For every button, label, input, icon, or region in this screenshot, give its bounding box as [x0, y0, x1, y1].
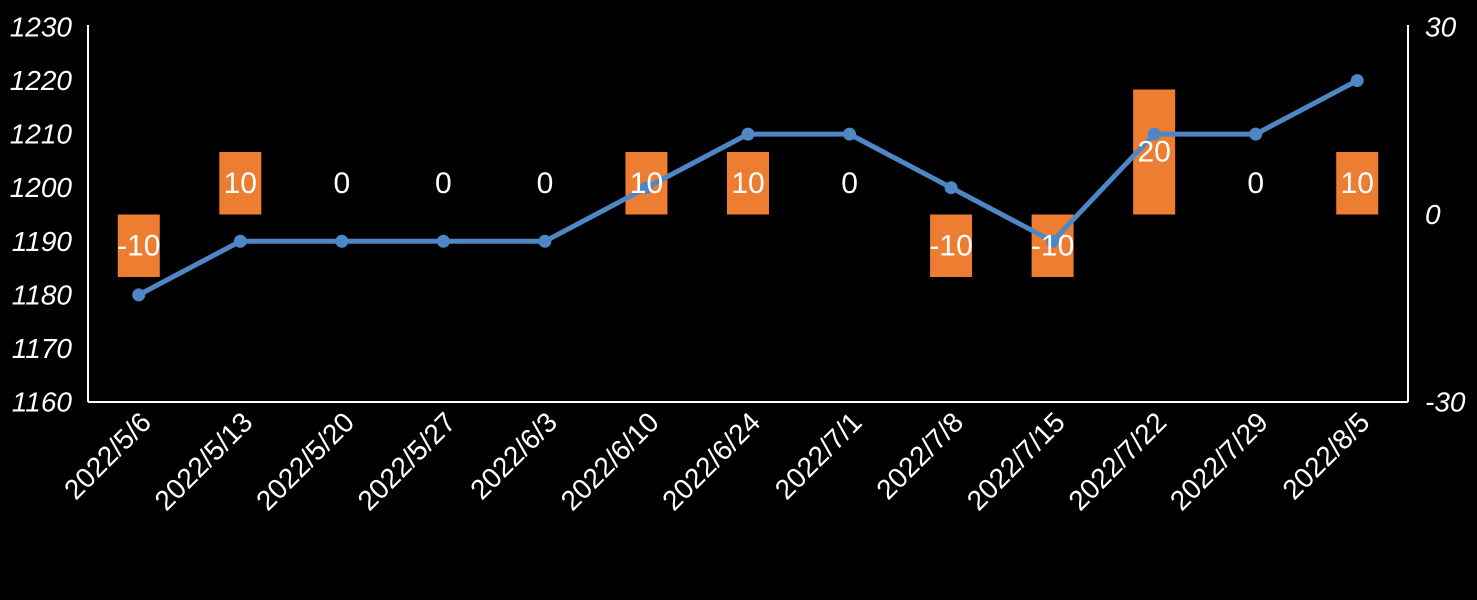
line-marker [335, 234, 349, 248]
bar-data-label: 0 [841, 167, 858, 200]
change-bar [930, 214, 973, 277]
left-axis-tick-label: 1200 [10, 172, 73, 203]
right-axis-tick-label: 0 [1425, 199, 1441, 230]
line-marker [1046, 234, 1060, 248]
line-marker [741, 127, 755, 141]
bar-data-label: 10 [630, 167, 663, 200]
x-axis-tick-label: 2022/7/29 [1164, 406, 1274, 516]
line-marker [1147, 127, 1161, 141]
left-axis-tick-label: 1210 [10, 119, 73, 150]
bar-data-label: 0 [537, 167, 554, 200]
x-axis-tick-label: 2022/7/1 [769, 406, 868, 505]
left-axis-tick-label: 1230 [10, 12, 73, 43]
x-axis-tick-label: 2022/6/3 [464, 406, 563, 505]
line-marker [1249, 127, 1263, 141]
x-axis-tick-label: 2022/8/5 [1276, 406, 1375, 505]
bar-data-label: 20 [1137, 136, 1170, 169]
x-axis-tick-label: 2022/5/20 [250, 406, 360, 516]
x-axis-tick-label: 2022/5/27 [352, 406, 462, 516]
right-axis-tick-label: -30 [1425, 387, 1466, 418]
line-marker [1350, 74, 1364, 88]
line-marker [944, 181, 958, 195]
x-axis-tick-label: 2022/7/22 [1062, 406, 1172, 516]
change-bar [117, 214, 160, 277]
left-axis-tick-label: 1170 [12, 333, 73, 364]
x-axis-tick-label: 2022/7/8 [870, 406, 969, 505]
line-marker [538, 234, 552, 248]
bar-data-label: 0 [435, 167, 452, 200]
x-axis-tick-label: 2022/5/13 [149, 406, 259, 516]
bar-data-label: -10 [1031, 229, 1074, 262]
x-axis-tick-label: 2022/6/24 [656, 406, 766, 516]
change-bar [1336, 152, 1379, 215]
left-axis-tick-label: 1180 [12, 279, 73, 310]
left-axis-tick-label: 1160 [12, 387, 73, 418]
left-axis-tick-label: 1220 [10, 65, 73, 96]
line-marker [132, 288, 146, 302]
bar-data-label: 10 [224, 167, 257, 200]
bar-data-label: 0 [1247, 167, 1264, 200]
line-marker [843, 127, 857, 141]
x-axis-tick-label: 2022/6/10 [555, 406, 665, 516]
line-marker [436, 234, 450, 248]
line-marker [233, 234, 247, 248]
x-axis-tick-label: 2022/7/15 [961, 406, 1071, 516]
bar-data-label: 10 [1341, 167, 1374, 200]
bar-data-label: 0 [334, 167, 351, 200]
right-axis-tick-label: 30 [1425, 12, 1457, 43]
bar-data-label: -10 [117, 229, 160, 262]
bar-data-label: -10 [929, 229, 972, 262]
line-marker [639, 181, 653, 195]
bar-data-label: 10 [731, 167, 764, 200]
x-axis-tick-label: 2022/5/6 [58, 406, 157, 505]
left-axis-tick-label: 1190 [12, 226, 73, 257]
change-bar [727, 152, 769, 215]
change-bar [219, 152, 262, 215]
